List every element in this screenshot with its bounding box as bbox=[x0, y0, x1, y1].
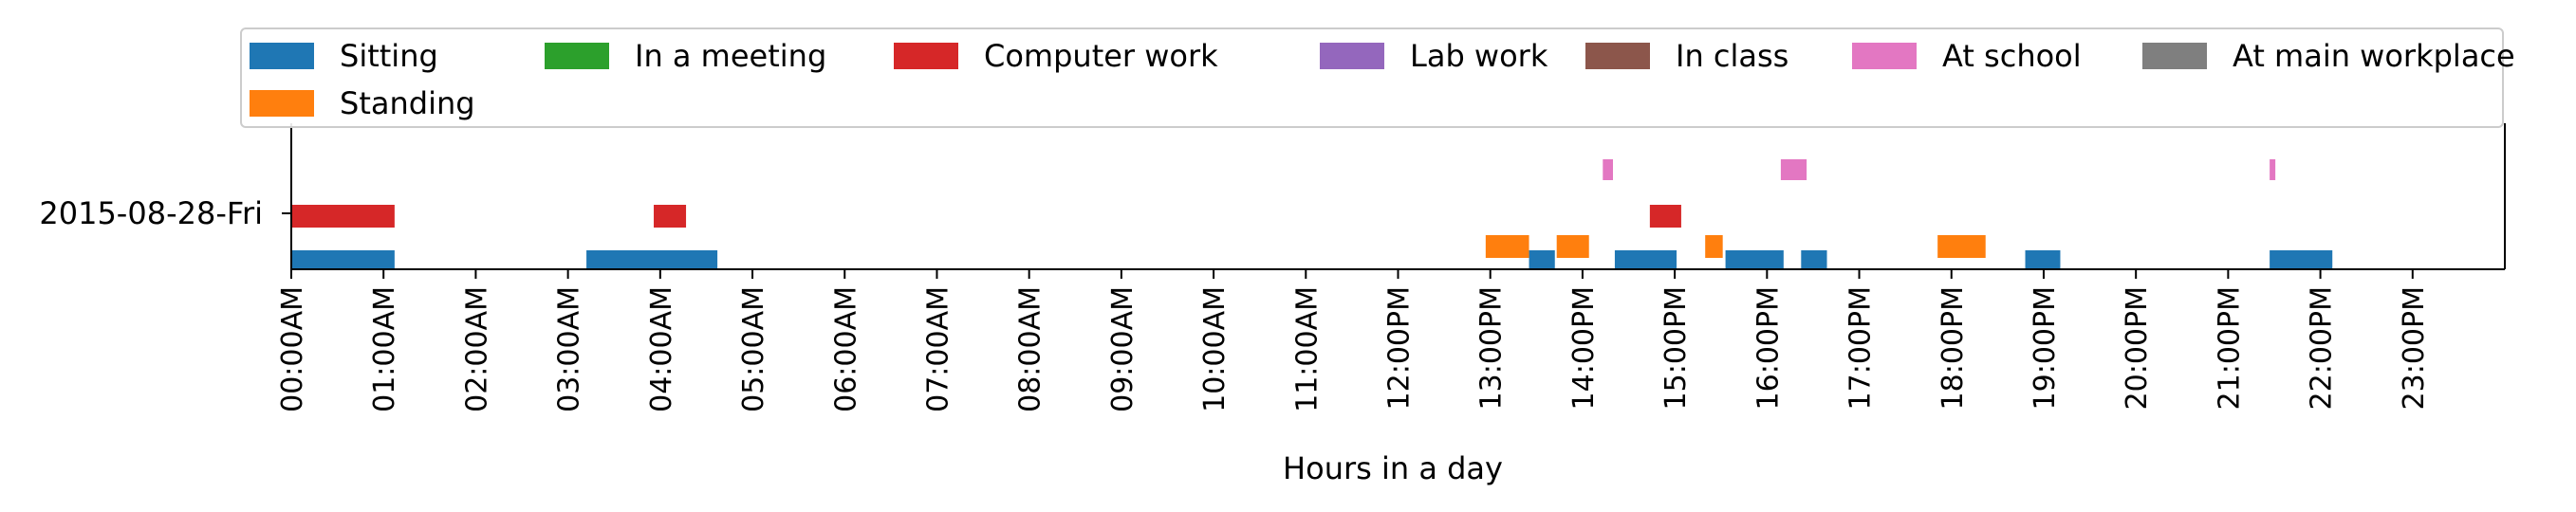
x-tick-label: 20:00PM bbox=[2121, 286, 2154, 410]
y-tick-label: 2015-08-28-Fri bbox=[39, 195, 263, 231]
sitting-bar bbox=[1529, 250, 1555, 269]
legend-swatch bbox=[250, 90, 314, 117]
y-labels-group: 2015-08-28-Fri bbox=[39, 195, 291, 231]
x-tick-label: 17:00PM bbox=[1844, 286, 1878, 410]
x-tick-label: 21:00PM bbox=[2213, 286, 2246, 410]
sitting-bar bbox=[2270, 250, 2333, 269]
legend-label: In class bbox=[1676, 38, 1789, 74]
x-tick-label: 15:00PM bbox=[1659, 286, 1693, 410]
at-school-bar bbox=[1780, 159, 1807, 180]
legend-label: In a meeting bbox=[635, 38, 827, 74]
x-tick-label: 02:00AM bbox=[460, 286, 493, 412]
x-tick-label: 01:00AM bbox=[368, 286, 401, 412]
at-school-bar bbox=[1603, 159, 1613, 180]
legend-item-computer-work: Computer work bbox=[894, 37, 1218, 75]
computer-work-bar bbox=[1649, 205, 1681, 228]
x-ticks-group: 00:00AM 01:00AM 02:00AM 03:00AM 04:00AM 05:00… bbox=[276, 269, 2431, 412]
x-tick-label: 00:00AM bbox=[276, 286, 309, 412]
x-tick-label: 16:00PM bbox=[1751, 286, 1785, 410]
x-tick-label: 03:00AM bbox=[553, 286, 586, 412]
legend-swatch bbox=[1585, 43, 1650, 69]
x-tick-label: 13:00PM bbox=[1475, 286, 1509, 410]
computer-work-bar bbox=[654, 205, 687, 228]
legend-label: At main workplace bbox=[2233, 38, 2515, 74]
sitting-bar bbox=[1725, 250, 1784, 269]
sitting-bar bbox=[586, 250, 718, 269]
legend-swatch bbox=[1320, 43, 1384, 69]
computer-work-bar bbox=[291, 205, 395, 228]
legend-swatch bbox=[2142, 43, 2207, 69]
x-tick-label: 19:00PM bbox=[2029, 286, 2062, 410]
standing-bar bbox=[1705, 235, 1723, 258]
x-tick-label: 07:00AM bbox=[921, 286, 954, 412]
at-school-bar bbox=[2270, 159, 2276, 180]
legend: Sitting Standing In a meeting Computer work… bbox=[240, 27, 2515, 128]
legend-item-in-class: In class bbox=[1585, 37, 1788, 75]
x-tick-label: 11:00AM bbox=[1290, 286, 1324, 412]
standing-bar bbox=[1937, 235, 1986, 258]
legend-item-standing: Standing bbox=[250, 84, 475, 122]
standing-bar bbox=[1556, 235, 1589, 258]
legend-label: At school bbox=[1942, 38, 2082, 74]
x-axis-label: Hours in a day bbox=[1283, 450, 1503, 486]
axes-group bbox=[290, 123, 2506, 270]
x-tick-label: 14:00PM bbox=[1567, 286, 1601, 410]
legend-label: Standing bbox=[340, 85, 475, 121]
sitting-bar bbox=[1801, 250, 1827, 269]
legend-item-lab-work: Lab work bbox=[1320, 37, 1547, 75]
x-tick-label: 05:00AM bbox=[737, 286, 770, 412]
x-tick-label: 23:00PM bbox=[2398, 286, 2431, 410]
sitting-bar bbox=[2025, 250, 2061, 269]
legend-label: Sitting bbox=[340, 38, 438, 74]
sitting-bar bbox=[1614, 250, 1677, 269]
x-tick-label: 08:00AM bbox=[1014, 286, 1047, 412]
legend-label: Computer work bbox=[984, 38, 1218, 74]
x-tick-label: 06:00AM bbox=[829, 286, 862, 412]
legend-swatch bbox=[894, 43, 958, 69]
x-tick-label: 10:00AM bbox=[1198, 286, 1232, 412]
legend-swatch bbox=[545, 43, 609, 69]
x-tick-label: 12:00PM bbox=[1383, 286, 1417, 410]
x-tick-label: 18:00PM bbox=[1937, 286, 1970, 410]
x-tick-label: 04:00AM bbox=[645, 286, 678, 412]
bars-group bbox=[291, 159, 2333, 269]
legend-item-sitting: Sitting bbox=[250, 37, 438, 75]
legend-item-in-a-meeting: In a meeting bbox=[545, 37, 826, 75]
sitting-bar bbox=[291, 250, 395, 269]
standing-bar bbox=[1485, 235, 1529, 258]
legend-label: Lab work bbox=[1410, 38, 1548, 74]
x-tick-label: 22:00PM bbox=[2306, 286, 2339, 410]
legend-swatch bbox=[250, 43, 314, 69]
legend-item-at-school: At school bbox=[1852, 37, 2082, 75]
legend-item-at-main-workplace: At main workplace bbox=[2142, 37, 2515, 75]
legend-swatch bbox=[1852, 43, 1917, 69]
x-tick-label: 09:00AM bbox=[1106, 286, 1140, 412]
